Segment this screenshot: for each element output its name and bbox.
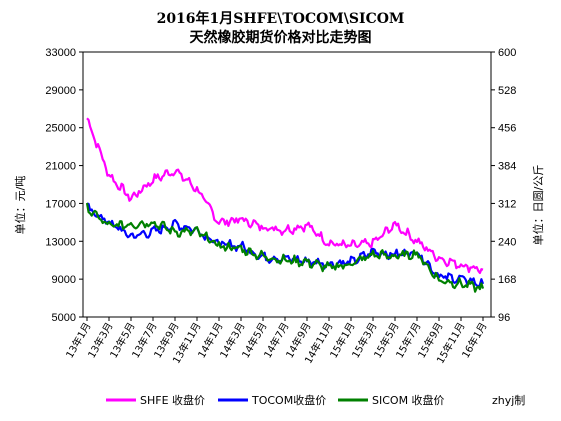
plot-border (82, 51, 492, 318)
x-axis: 13年1月13年3月13年5月13年7月13年9月13年11月14年1月14年3… (63, 317, 490, 366)
y-axis-left: 5000 9000 13000 17000 21000 25000 29000 33000 (45, 47, 83, 324)
credit-label: zhyj制 (492, 394, 525, 407)
y-left-tick-label: 29000 (45, 85, 76, 97)
y-right-tick-label: 312 (498, 198, 516, 210)
y-axis-right-label: 单位：日圆/公斤 (531, 165, 545, 246)
chart-title: 2016年1月SHFE\TOCOM\SICOM (156, 11, 405, 27)
legend-label-tocom: TOCOM收盘价 (251, 393, 326, 407)
y-left-tick-label: 21000 (45, 161, 76, 173)
plot-area (82, 51, 492, 318)
series-line-sicom (85, 202, 485, 293)
y-left-tick-label: 13000 (45, 236, 76, 248)
y-left-tick-label: 33000 (45, 47, 76, 59)
y-left-tick-label: 17000 (45, 198, 76, 210)
y-right-tick-label: 96 (498, 312, 510, 324)
y-right-tick-label: 168 (498, 274, 516, 286)
legend-label-sicom: SICOM 收盘价 (372, 393, 445, 407)
y-right-tick-label: 384 (498, 161, 516, 173)
y-right-tick-label: 456 (498, 123, 516, 135)
y-axis-right: 96 168 240 312 384 456 528 600 (491, 47, 516, 324)
y-left-tick-label: 5000 (52, 312, 76, 324)
legend-label-shfe: SHFE 收盘价 (140, 393, 205, 407)
legend: SHFE 收盘价 TOCOM收盘价 SICOM 收盘价 zhyj制 (106, 393, 525, 407)
series-line-shfe (86, 117, 484, 275)
y-right-tick-label: 528 (498, 85, 516, 97)
y-right-tick-label: 240 (498, 236, 516, 248)
chart-subtitle: 天然橡胶期货价格对比走势图 (189, 30, 372, 46)
y-right-tick-label: 600 (498, 47, 516, 59)
y-axis-left-label: 单位：元/吨 (13, 176, 27, 235)
series-layer (85, 117, 485, 293)
y-left-tick-label: 9000 (52, 274, 76, 286)
y-left-tick-label: 25000 (45, 123, 76, 135)
